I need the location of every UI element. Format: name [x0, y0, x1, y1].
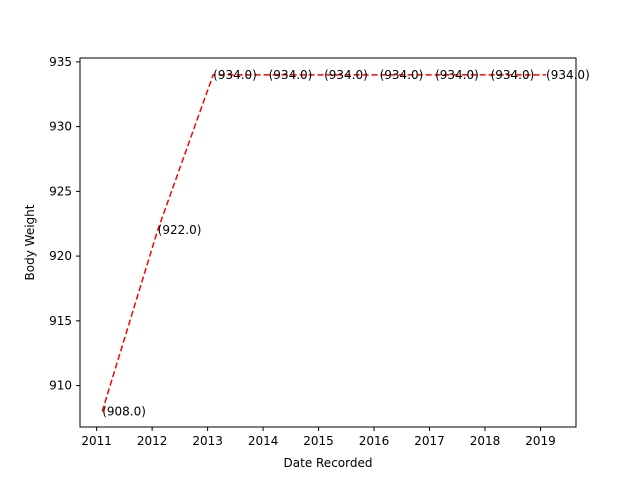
- x-tick-label-2012: 2012: [137, 434, 168, 448]
- data-labels-layer: (908.0) (922.0) (934.0) (934.0) (934.0) (934.…: [102, 68, 590, 419]
- y-tick-label-930: 930: [49, 120, 72, 134]
- data-label-7: (934.0): [491, 68, 535, 82]
- x-tick-label-2018: 2018: [470, 434, 501, 448]
- y-tick-label-920: 920: [49, 249, 72, 263]
- data-label-0: (908.0): [102, 404, 146, 418]
- data-label-1: (922.0): [158, 223, 202, 237]
- axes-layer: 2011 2012 2013 2014 2015 2016 2017 2018 2019 910 9…: [49, 55, 576, 448]
- data-label-5: (934.0): [380, 68, 424, 82]
- y-tick-label-925: 925: [49, 184, 72, 198]
- x-tick-label-2011: 2011: [81, 434, 112, 448]
- x-tick-label-2016: 2016: [359, 434, 390, 448]
- series-layer: [102, 75, 546, 412]
- x-axis-title: Date Recorded: [284, 456, 373, 470]
- y-tick-label-910: 910: [49, 379, 72, 393]
- data-label-3: (934.0): [269, 68, 313, 82]
- x-tick-label-2013: 2013: [192, 434, 223, 448]
- y-tick-label-935: 935: [49, 55, 72, 69]
- x-tick-label-2015: 2015: [303, 434, 334, 448]
- y-tick-label-915: 915: [49, 314, 72, 328]
- data-label-4: (934.0): [324, 68, 368, 82]
- x-tick-label-2014: 2014: [248, 434, 279, 448]
- data-label-8: (934.0): [546, 68, 590, 82]
- x-tick-label-2017: 2017: [414, 434, 445, 448]
- data-label-2: (934.0): [213, 68, 257, 82]
- y-axis-title: Body Weight: [23, 204, 37, 280]
- x-tick-label-2019: 2019: [525, 434, 556, 448]
- series-line-0: [102, 75, 546, 412]
- data-label-6: (934.0): [435, 68, 479, 82]
